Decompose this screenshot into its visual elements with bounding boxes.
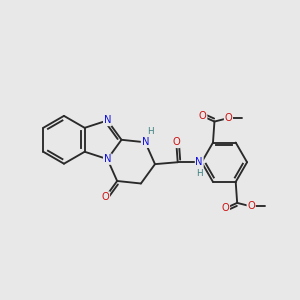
Text: N: N bbox=[104, 116, 111, 125]
Text: H: H bbox=[196, 169, 203, 178]
Text: H: H bbox=[147, 127, 154, 136]
Text: N: N bbox=[196, 157, 203, 167]
Text: O: O bbox=[225, 113, 232, 123]
Text: N: N bbox=[104, 154, 111, 164]
Text: O: O bbox=[102, 192, 110, 202]
Text: N: N bbox=[142, 137, 149, 147]
Text: O: O bbox=[199, 111, 207, 121]
Text: O: O bbox=[172, 137, 180, 147]
Text: O: O bbox=[247, 201, 255, 212]
Text: O: O bbox=[222, 203, 230, 213]
